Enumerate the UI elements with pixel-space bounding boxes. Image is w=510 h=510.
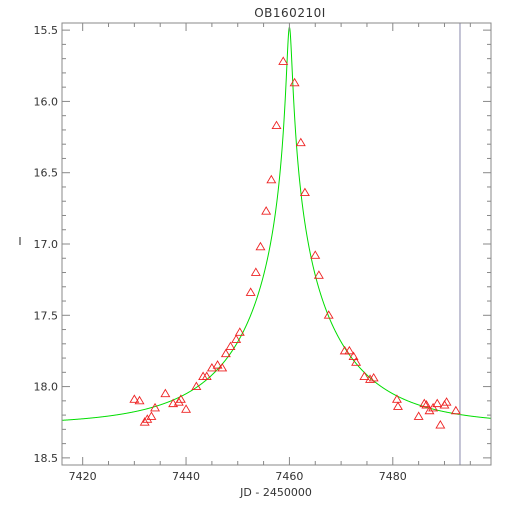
data-point <box>212 360 223 369</box>
data-point <box>424 405 435 415</box>
y-tick-label: 15.5 <box>34 24 59 37</box>
x-axis: 7420 7440 7460 7480 <box>69 23 471 483</box>
data-point <box>134 395 145 405</box>
x-tick-label: 7440 <box>172 470 200 483</box>
data-point <box>261 206 272 215</box>
data-point <box>310 250 321 259</box>
data-point <box>142 414 153 423</box>
data-point <box>313 270 324 279</box>
data-point <box>266 174 277 184</box>
data-point <box>271 120 282 130</box>
data-point <box>391 394 402 403</box>
data-point <box>278 56 289 65</box>
data-point <box>450 405 461 415</box>
data-point <box>421 400 432 409</box>
data-point <box>139 417 150 426</box>
data-point <box>428 402 439 412</box>
data-point <box>220 348 231 358</box>
data-point <box>217 362 228 372</box>
data-point <box>289 77 300 87</box>
data-point <box>150 402 161 412</box>
data-point <box>368 372 379 382</box>
data-point <box>392 401 403 410</box>
data-point <box>255 241 266 251</box>
data-point <box>175 394 186 403</box>
data-point <box>231 334 242 343</box>
x-tick-label: 7480 <box>379 470 407 483</box>
data-point <box>146 411 157 420</box>
data-point <box>419 398 430 408</box>
data-point <box>413 411 424 420</box>
data-point <box>323 310 334 319</box>
data-point <box>129 394 140 403</box>
y-axis-label: I <box>18 235 21 248</box>
model-curve-layer <box>62 26 491 421</box>
x-tick-label: 7460 <box>275 470 303 483</box>
data-point <box>250 267 261 276</box>
data-point <box>225 341 236 351</box>
data-point <box>359 371 370 380</box>
y-tick-label: 17.5 <box>34 309 59 322</box>
model-curve <box>62 26 491 421</box>
data-points-layer <box>129 56 461 429</box>
y-tick-label: 18.0 <box>34 381 59 394</box>
y-axis: 15.5 16.0 16.5 17.0 17.5 18.0 18.5 <box>34 24 491 465</box>
x-tick-label: 7420 <box>69 470 97 483</box>
data-point <box>168 398 179 408</box>
data-point <box>245 287 256 296</box>
data-point <box>191 381 202 390</box>
data-point <box>160 388 171 398</box>
y-tick-label: 18.5 <box>34 452 59 465</box>
data-point <box>344 345 355 355</box>
plot-frame <box>61 22 492 466</box>
data-point <box>348 351 359 361</box>
y-tick-label: 16.0 <box>34 95 59 108</box>
chart-title: OB160210I <box>254 6 326 20</box>
data-point <box>181 404 192 413</box>
data-point <box>351 357 362 366</box>
data-point <box>299 187 310 197</box>
data-point <box>234 327 245 336</box>
data-point <box>435 419 446 429</box>
y-tick-label: 16.5 <box>34 167 59 180</box>
y-tick-label: 17.0 <box>34 238 59 251</box>
data-point <box>441 397 452 406</box>
data-point <box>365 374 376 383</box>
data-point <box>295 137 306 147</box>
data-point <box>432 398 443 408</box>
x-axis-label: JD - 2450000 <box>239 486 312 499</box>
data-point <box>201 371 212 380</box>
